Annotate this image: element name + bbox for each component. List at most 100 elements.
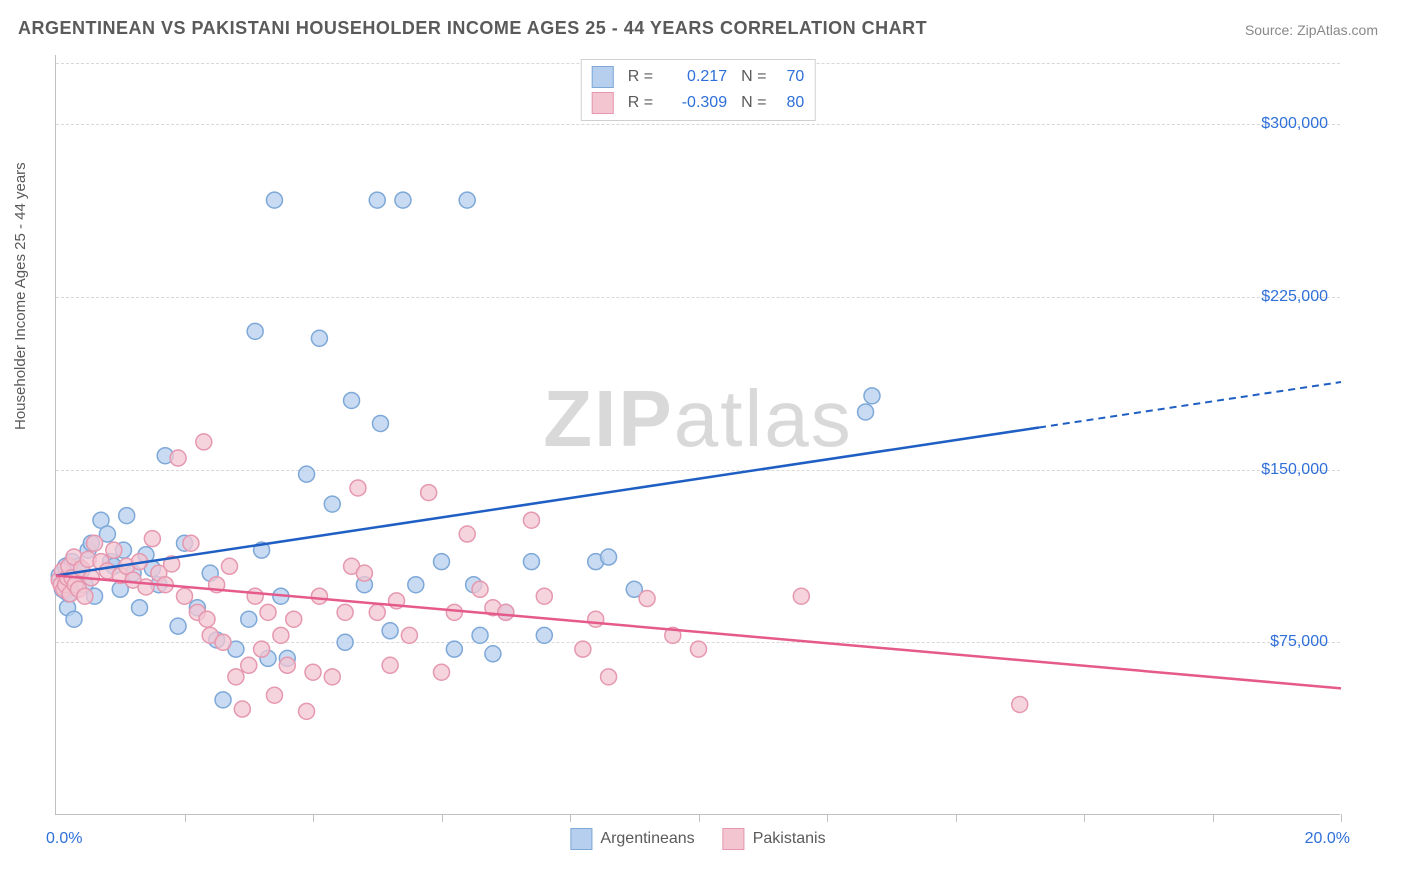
scatter-point	[446, 604, 462, 620]
x-tick	[827, 814, 828, 822]
scatter-point	[311, 588, 327, 604]
scatter-point	[260, 604, 276, 620]
scatter-point	[601, 669, 617, 685]
scatter-point	[523, 554, 539, 570]
scatter-point	[639, 591, 655, 607]
x-tick	[570, 814, 571, 822]
scatter-point	[199, 611, 215, 627]
legend-swatch-series-1	[723, 828, 745, 850]
legend-label-series-0: Argentineans	[600, 830, 694, 848]
scatter-svg	[56, 55, 1340, 814]
scatter-point	[434, 664, 450, 680]
scatter-point	[119, 508, 135, 524]
scatter-point	[372, 415, 388, 431]
scatter-point	[421, 485, 437, 501]
source-value: ZipAtlas.com	[1297, 22, 1378, 38]
trend-line-dashed	[1039, 382, 1341, 427]
chart-container: ARGENTINEAN VS PAKISTANI HOUSEHOLDER INC…	[0, 0, 1406, 892]
scatter-point	[523, 512, 539, 528]
legend-item-series-1: Pakistanis	[723, 828, 826, 850]
scatter-point	[228, 669, 244, 685]
scatter-point	[485, 646, 501, 662]
scatter-point	[536, 588, 552, 604]
scatter-point	[864, 388, 880, 404]
legend-swatch-series-0	[570, 828, 592, 850]
scatter-point	[472, 581, 488, 597]
scatter-point	[266, 687, 282, 703]
scatter-point	[459, 526, 475, 542]
scatter-point	[106, 542, 122, 558]
scatter-point	[536, 627, 552, 643]
scatter-point	[132, 600, 148, 616]
scatter-point	[247, 588, 263, 604]
scatter-point	[324, 496, 340, 512]
scatter-point	[77, 588, 93, 604]
scatter-point	[273, 627, 289, 643]
scatter-point	[369, 192, 385, 208]
scatter-point	[241, 611, 257, 627]
scatter-point	[144, 531, 160, 547]
scatter-point	[498, 604, 514, 620]
scatter-point	[87, 535, 103, 551]
scatter-point	[401, 627, 417, 643]
scatter-point	[215, 634, 231, 650]
x-tick	[185, 814, 186, 822]
scatter-point	[691, 641, 707, 657]
scatter-point	[434, 554, 450, 570]
scatter-point	[858, 404, 874, 420]
scatter-point	[382, 623, 398, 639]
scatter-point	[601, 549, 617, 565]
series-legend: Argentineans Pakistanis	[570, 828, 825, 850]
scatter-point	[234, 701, 250, 717]
scatter-point	[279, 657, 295, 673]
y-axis-label: Householder Income Ages 25 - 44 years	[12, 162, 29, 430]
x-tick	[1213, 814, 1214, 822]
scatter-point	[337, 604, 353, 620]
scatter-point	[183, 535, 199, 551]
scatter-point	[337, 634, 353, 650]
scatter-point	[793, 588, 809, 604]
plot-area: ZIPatlas $75,000$150,000$225,000$300,000…	[55, 55, 1340, 815]
scatter-point	[286, 611, 302, 627]
scatter-point	[459, 192, 475, 208]
x-tick	[442, 814, 443, 822]
scatter-point	[170, 618, 186, 634]
x-tick	[1084, 814, 1085, 822]
scatter-point	[588, 611, 604, 627]
x-axis-min-label: 0.0%	[46, 830, 82, 848]
x-tick	[699, 814, 700, 822]
source-attribution: Source: ZipAtlas.com	[1245, 22, 1378, 38]
x-axis-max-label: 20.0%	[1305, 830, 1350, 848]
scatter-point	[138, 579, 154, 595]
scatter-point	[247, 323, 263, 339]
scatter-point	[311, 330, 327, 346]
x-tick	[1341, 814, 1342, 822]
scatter-point	[66, 611, 82, 627]
x-tick	[313, 814, 314, 822]
scatter-point	[215, 692, 231, 708]
scatter-point	[324, 669, 340, 685]
chart-title: ARGENTINEAN VS PAKISTANI HOUSEHOLDER INC…	[18, 18, 927, 39]
scatter-point	[350, 480, 366, 496]
legend-label-series-1: Pakistanis	[753, 830, 826, 848]
scatter-point	[170, 450, 186, 466]
scatter-point	[344, 392, 360, 408]
scatter-point	[241, 657, 257, 673]
scatter-point	[356, 565, 372, 581]
scatter-point	[254, 641, 270, 657]
scatter-point	[196, 434, 212, 450]
scatter-point	[408, 577, 424, 593]
scatter-point	[177, 588, 193, 604]
scatter-point	[221, 558, 237, 574]
scatter-point	[266, 192, 282, 208]
legend-item-series-0: Argentineans	[570, 828, 694, 850]
scatter-point	[1012, 696, 1028, 712]
scatter-point	[575, 641, 591, 657]
source-label: Source:	[1245, 22, 1293, 38]
scatter-point	[472, 627, 488, 643]
scatter-point	[369, 604, 385, 620]
scatter-point	[299, 703, 315, 719]
scatter-point	[395, 192, 411, 208]
scatter-point	[446, 641, 462, 657]
x-tick	[956, 814, 957, 822]
